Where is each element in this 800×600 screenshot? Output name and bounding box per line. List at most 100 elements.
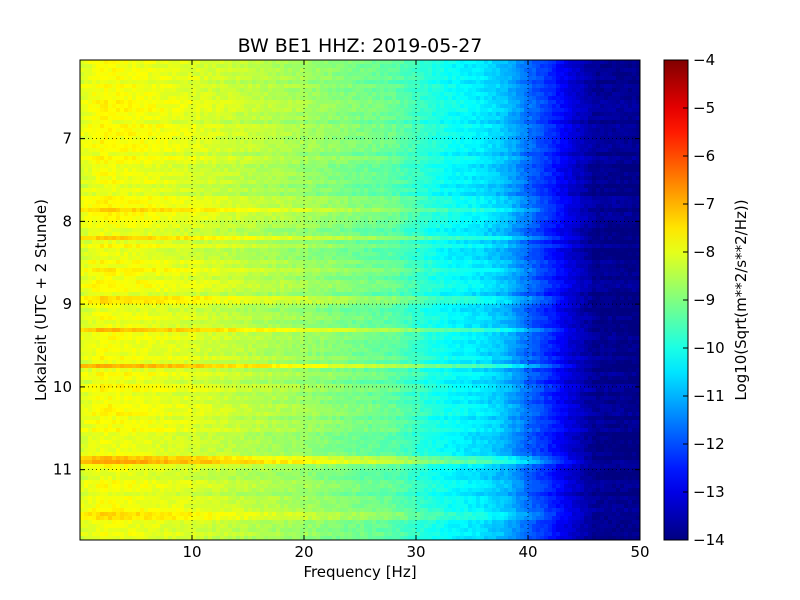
heatmap-cell: [452, 180, 457, 185]
heatmap-cell: [588, 164, 593, 169]
heatmap-cell: [348, 180, 353, 185]
heatmap-cell: [508, 160, 513, 165]
heatmap-cell: [348, 184, 353, 189]
heatmap-cell: [296, 92, 301, 97]
heatmap-cell: [468, 92, 473, 97]
heatmap-cell: [380, 160, 385, 165]
heatmap-cell: [88, 128, 93, 133]
heatmap-cell: [432, 68, 437, 73]
heatmap-cell: [124, 92, 129, 97]
heatmap-cell: [512, 116, 517, 121]
heatmap-cell: [296, 76, 301, 81]
heatmap-cell: [332, 120, 337, 125]
heatmap-cell: [228, 112, 233, 117]
heatmap-cell: [308, 92, 313, 97]
heatmap-cell: [504, 152, 509, 157]
heatmap-cell: [612, 160, 617, 165]
heatmap-cell: [580, 68, 585, 73]
heatmap-cell: [272, 200, 277, 205]
heatmap-cell: [108, 144, 113, 149]
heatmap-cell: [204, 164, 209, 169]
heatmap-cell: [156, 196, 161, 201]
heatmap-cell: [476, 104, 481, 109]
heatmap-cell: [372, 108, 377, 113]
heatmap-cell: [108, 124, 113, 129]
heatmap-cell: [524, 176, 529, 181]
heatmap-cell: [224, 92, 229, 97]
heatmap-cell: [124, 188, 129, 193]
heatmap-cell: [512, 192, 517, 197]
heatmap-cell: [420, 132, 425, 137]
heatmap-cell: [460, 188, 465, 193]
heatmap-cell: [212, 76, 217, 81]
heatmap-cell: [368, 84, 373, 89]
heatmap-cell: [440, 76, 445, 81]
heatmap-cell: [176, 128, 181, 133]
heatmap-cell: [224, 148, 229, 153]
heatmap-cell: [288, 76, 293, 81]
heatmap-cell: [532, 164, 537, 169]
heatmap-cell: [340, 80, 345, 85]
heatmap-cell: [636, 132, 640, 137]
heatmap-cell: [596, 108, 601, 113]
heatmap-cell: [112, 172, 117, 177]
heatmap-cell: [456, 188, 461, 193]
heatmap-cell: [220, 160, 225, 165]
heatmap-cell: [456, 68, 461, 73]
heatmap-cell: [148, 132, 153, 137]
heatmap-cell: [628, 80, 633, 85]
heatmap-cell: [500, 188, 505, 193]
heatmap-cell: [400, 76, 405, 81]
heatmap-cell: [120, 68, 125, 73]
heatmap-cell: [432, 136, 437, 141]
heatmap-cell: [408, 172, 413, 177]
heatmap-cell: [112, 116, 117, 121]
heatmap-cell: [544, 164, 549, 169]
heatmap-cell: [612, 80, 617, 85]
heatmap-cell: [280, 156, 285, 161]
heatmap-cell: [244, 132, 249, 137]
heatmap-cell: [464, 172, 469, 177]
heatmap-cell: [428, 124, 433, 129]
heatmap-cell: [144, 84, 149, 89]
heatmap-cell: [280, 132, 285, 137]
heatmap-cell: [220, 84, 225, 89]
heatmap-cell: [528, 160, 533, 165]
heatmap-cell: [200, 148, 205, 153]
heatmap-cell: [460, 172, 465, 177]
heatmap-cell: [532, 100, 537, 105]
heatmap-cell: [516, 176, 521, 181]
heatmap-cell: [568, 172, 573, 177]
heatmap-cell: [188, 184, 193, 189]
heatmap-cell: [100, 68, 105, 73]
heatmap-cell: [576, 96, 581, 101]
heatmap-cell: [560, 164, 565, 169]
heatmap-cell: [608, 144, 613, 149]
heatmap-cell: [116, 164, 121, 169]
heatmap-cell: [456, 108, 461, 113]
heatmap-cell: [564, 164, 569, 169]
heatmap-cell: [252, 120, 257, 125]
heatmap-cell: [372, 88, 377, 93]
heatmap-cell: [176, 168, 181, 173]
heatmap-cell: [192, 112, 197, 117]
heatmap-cell: [504, 156, 509, 161]
heatmap-cell: [224, 64, 229, 69]
heatmap-cell: [392, 92, 397, 97]
heatmap-cell: [152, 76, 157, 81]
heatmap-cell: [400, 120, 405, 125]
heatmap-cell: [492, 168, 497, 173]
heatmap-cell: [192, 60, 197, 65]
heatmap-cell: [132, 104, 137, 109]
heatmap-cell: [400, 140, 405, 145]
heatmap-cell: [228, 164, 233, 169]
heatmap-cell: [420, 96, 425, 101]
heatmap-cell: [544, 80, 549, 85]
heatmap-cell: [296, 148, 301, 153]
heatmap-cell: [488, 88, 493, 93]
heatmap-cell: [480, 164, 485, 169]
heatmap-cell: [500, 60, 505, 65]
heatmap-cell: [456, 176, 461, 181]
heatmap-cell: [308, 148, 313, 153]
heatmap-cell: [464, 168, 469, 173]
